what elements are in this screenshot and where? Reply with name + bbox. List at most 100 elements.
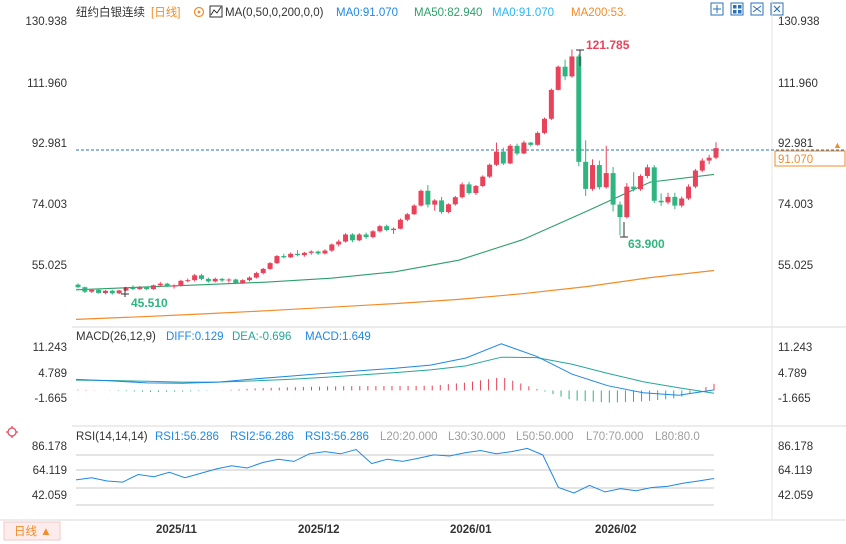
candle-body [631, 186, 637, 190]
period-button[interactable]: 日线 ▲ [3, 521, 61, 541]
rsi-gridlines [76, 454, 714, 506]
candle-body [247, 277, 253, 281]
candle-body [535, 132, 541, 145]
rsi-axis-right: 86.178 64.119 42.059 [778, 441, 813, 502]
macd-tick: 4.789 [38, 368, 67, 380]
period-button-label[interactable]: 日线 ▲ [14, 524, 52, 538]
candle-body [75, 284, 81, 288]
candle-body [267, 263, 273, 269]
candle-body [541, 118, 547, 133]
grid-icon[interactable] [730, 2, 744, 16]
annotation-low-left: 45.510 [121, 287, 168, 310]
candle-body [295, 253, 301, 256]
ma-item: MA50:82.940 [414, 7, 482, 19]
symbol-title: 纽约白银连续 [76, 5, 145, 19]
candle-body [308, 251, 314, 253]
settings-icon[interactable] [193, 6, 205, 18]
candle-body [665, 196, 671, 203]
rsi-legend-item: L50:50.000 [516, 431, 574, 443]
ma-item: MA0:91.070 [336, 7, 398, 19]
candle-body [603, 173, 609, 188]
candle-body [576, 56, 582, 162]
grid-alt-icon[interactable] [750, 2, 764, 16]
candle-body [336, 241, 342, 245]
candle-body [178, 280, 184, 286]
candle-body [192, 275, 198, 281]
candle-body [699, 160, 705, 171]
candle-body [198, 275, 204, 279]
annotation-low-right: 63.900 [620, 222, 665, 251]
rsi-tick: 86.178 [32, 441, 67, 453]
candle-body [281, 256, 287, 258]
candle-body [109, 290, 115, 294]
price-tick: 92.981 [32, 138, 67, 150]
macd-title: MACD(26,12,9) [76, 331, 156, 343]
rsi-settings-icon[interactable] [6, 426, 18, 438]
ma200-line [75, 269, 715, 320]
candle-body [617, 204, 623, 218]
candle-body [418, 190, 424, 206]
rsi-tick: 42.059 [778, 490, 813, 502]
rsi-tick: 86.178 [778, 441, 813, 453]
rsi-legend-item: L30:30.000 [448, 431, 506, 443]
candle-body [212, 278, 218, 282]
macd-tick: -1.665 [778, 393, 811, 405]
candlesticks [75, 49, 719, 295]
candle-body [123, 287, 129, 291]
candle-body [493, 151, 499, 165]
candle-body [548, 89, 554, 119]
chart-header: 纽约白银连续 [日线] MA(0,50,0,200,0,0) MA0:91.07… [76, 5, 627, 19]
candle-body [713, 148, 719, 158]
annotation-high: 121.785 [576, 38, 630, 66]
macd-tick: 11.243 [778, 342, 812, 354]
price-tick: 74.003 [32, 199, 67, 211]
macd-value: MACD:1.649 [305, 331, 371, 343]
candle-body [343, 234, 349, 242]
candle-body [150, 285, 156, 290]
rsi-legend-item: L80:80.0 [655, 431, 700, 443]
rsi-legend-item: RSI3:56.286 [305, 431, 369, 443]
price-tick: 55.025 [778, 260, 813, 272]
candle-body [692, 170, 698, 187]
macd-tick: 11.243 [33, 342, 67, 354]
macd-axis-right: 11.243 4.789 -1.665 [778, 342, 812, 405]
candle-body [233, 279, 239, 284]
candle-body [356, 234, 362, 241]
candle-body [116, 290, 122, 294]
close-icon[interactable] [770, 2, 784, 16]
candle-body [562, 66, 568, 77]
rsi-tick: 42.059 [32, 490, 67, 502]
macd-legend: MACD(26,12,9) DIFF:0.129 DEA:-0.696 MACD… [76, 331, 371, 343]
candle-body [452, 197, 458, 205]
candle-body [466, 184, 472, 194]
candle-body [514, 145, 520, 154]
candle-body [370, 231, 376, 238]
candle-body [658, 200, 664, 203]
candle-body [315, 251, 321, 254]
price-tick: 130.938 [25, 16, 67, 28]
time-label: 2025/12 [298, 524, 340, 536]
ma-icon[interactable] [209, 5, 223, 18]
period-tag[interactable]: [日线] [151, 5, 180, 19]
price-tick: 55.025 [32, 260, 67, 272]
candle-body [329, 244, 335, 251]
candle-body [219, 278, 225, 281]
candle-body [583, 161, 589, 189]
candle-body [89, 289, 95, 292]
ma-params: MA(0,50,0,200,0,0) [225, 7, 324, 19]
candle-body [487, 164, 493, 177]
candle-body [679, 198, 685, 206]
rsi-legend: RSI(14,14,14) RSI1:56.286 RSI2:56.286 RSI3… [76, 431, 700, 443]
candle-body [185, 280, 191, 282]
macd-axis-left: 11.243 4.789 -1.665 [33, 342, 67, 405]
candle-body [411, 205, 417, 215]
svg-text:63.900: 63.900 [628, 237, 665, 251]
expand-icon[interactable] [710, 2, 724, 16]
candle-body [349, 234, 355, 241]
candle-body [706, 157, 712, 161]
time-label: 2025/11 [156, 524, 198, 536]
candle-body [322, 250, 328, 254]
svg-text:121.785: 121.785 [586, 38, 630, 52]
